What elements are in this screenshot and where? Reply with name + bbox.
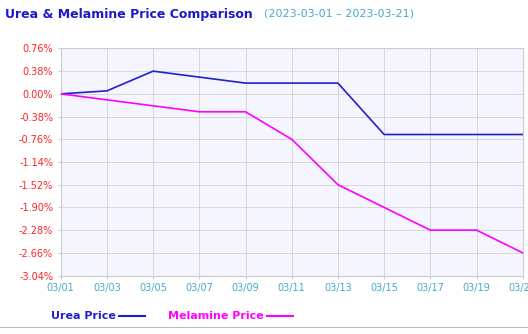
Text: Urea & Melamine Price Comparison: Urea & Melamine Price Comparison [5,8,253,21]
Text: (2023-03-01 – 2023-03-21): (2023-03-01 – 2023-03-21) [264,8,414,18]
Text: Melamine Price: Melamine Price [168,311,264,321]
Text: Urea Price: Urea Price [51,311,116,321]
